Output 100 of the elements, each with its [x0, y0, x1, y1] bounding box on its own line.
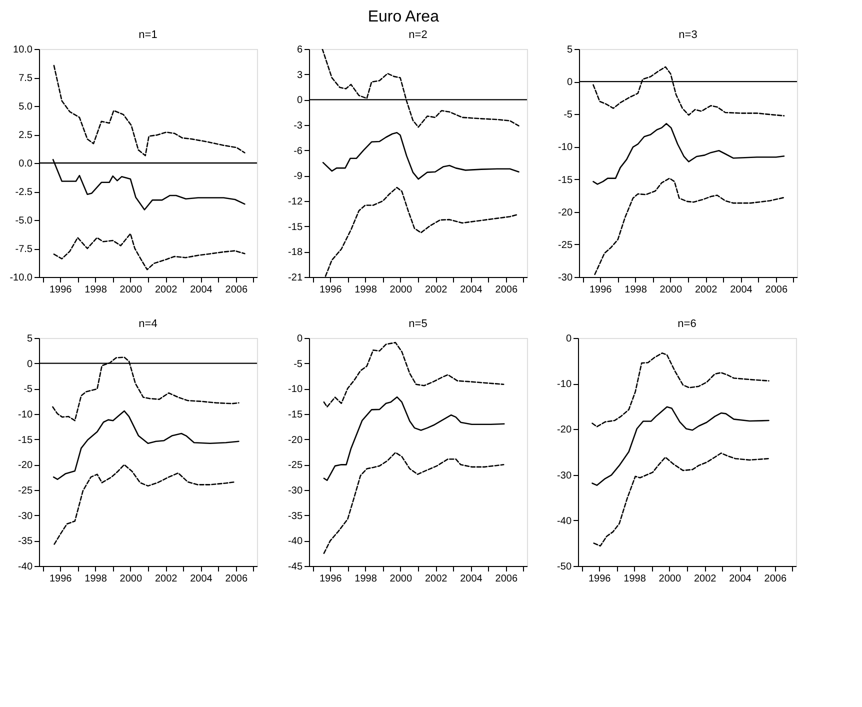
x-tick-label: 1998 — [354, 574, 378, 584]
y-tick-label: -2.5 — [15, 187, 33, 198]
x-tick-label: 2002 — [154, 284, 178, 296]
y-tick-label: 0 — [26, 358, 33, 370]
y-tick-label: -9 — [294, 171, 303, 182]
chart-title: n=1 — [138, 29, 158, 41]
y-tick-label: -45 — [288, 562, 303, 572]
line-series — [53, 233, 246, 270]
x-tick-label: 2004 — [730, 284, 753, 296]
y-tick-label: 5.0 — [18, 102, 33, 112]
y-tick-label: -30 — [18, 510, 33, 522]
y-tick-label: -20 — [18, 460, 33, 472]
y-tick-label: -21 — [288, 272, 303, 284]
y-tick-label: -18 — [288, 247, 303, 258]
line-series — [592, 352, 770, 428]
y-tick-label: -15 — [558, 174, 573, 186]
line-series — [323, 342, 504, 408]
x-tick-label: 2000 — [390, 284, 412, 296]
y-tick-label: -20 — [557, 424, 572, 436]
y-tick-label: -20 — [558, 207, 573, 218]
line-series — [323, 396, 505, 482]
y-tick-label: -10 — [557, 379, 572, 390]
x-tick-label: 1996 — [319, 574, 342, 584]
y-tick-label: 2.5 — [18, 130, 33, 141]
y-tick-label: -40 — [557, 516, 572, 527]
y-tick-label: -5 — [294, 358, 303, 370]
y-tick-label: 5 — [26, 334, 33, 344]
y-tick-label: -15 — [18, 434, 33, 446]
y-tick-label: -10 — [288, 384, 303, 396]
y-tick-label: -30 — [557, 470, 572, 482]
chart-title: n=5 — [408, 318, 428, 330]
x-tick-label: 2004 — [460, 574, 483, 584]
x-tick-label: 2000 — [120, 574, 142, 584]
line-series — [52, 410, 240, 480]
y-tick-label: -3 — [294, 120, 303, 132]
y-tick-label: -25 — [18, 486, 33, 496]
x-tick-label: 2002 — [694, 574, 717, 584]
y-tick-label: -5 — [564, 110, 573, 121]
x-tick-label: 2006 — [764, 574, 787, 584]
y-tick-label: -5.0 — [15, 216, 33, 226]
x-tick-label: 1998 — [624, 284, 648, 296]
line-series — [323, 452, 504, 554]
y-tick-label: -50 — [557, 562, 572, 572]
chart-title: n=4 — [138, 318, 158, 330]
y-tick-label: -7.5 — [15, 244, 33, 255]
x-tick-label: 2004 — [460, 284, 483, 296]
y-tick-label: -40 — [18, 562, 33, 572]
y-tick-label: 6 — [296, 44, 303, 56]
y-tick-label: 0 — [296, 95, 303, 106]
x-tick-label: 2006 — [495, 574, 518, 584]
y-tick-label: -5 — [24, 384, 33, 396]
x-tick-label: 1998 — [84, 574, 108, 584]
x-tick-label: 2004 — [190, 574, 213, 584]
y-tick-label: -15 — [288, 222, 303, 233]
x-tick-label: 2000 — [120, 284, 142, 296]
y-tick-label: -35 — [18, 536, 33, 548]
y-tick-label: 3 — [296, 70, 303, 81]
line-series — [592, 406, 770, 486]
x-tick-label: 2002 — [424, 284, 448, 296]
y-tick-label: -25 — [288, 460, 303, 472]
line-series — [54, 464, 236, 545]
text: Euro Area — [368, 8, 440, 26]
x-tick-label: 2000 — [390, 574, 412, 584]
x-tick-label: 1996 — [319, 284, 342, 296]
line-series — [594, 178, 785, 276]
y-tick-label: 5 — [566, 44, 573, 56]
x-tick-label: 2004 — [729, 574, 752, 584]
x-tick-label: 2000 — [658, 574, 682, 584]
y-tick-label: -30 — [288, 486, 303, 496]
line-series — [322, 132, 520, 180]
x-tick-label: 2006 — [765, 284, 788, 296]
y-tick-label: 0 — [566, 334, 572, 344]
x-tick-label: 1998 — [84, 284, 108, 296]
y-tick-label: 0 — [296, 334, 303, 344]
chart-title: n=6 — [678, 318, 696, 330]
x-tick-label: 2002 — [424, 574, 448, 584]
y-tick-label: -10 — [18, 410, 33, 420]
chart-title: n=3 — [678, 29, 698, 41]
y-tick-label: -40 — [288, 536, 303, 548]
x-tick-label: 1996 — [588, 574, 612, 584]
y-tick-label: -20 — [288, 434, 303, 446]
y-tick-label: -10.0 — [10, 272, 33, 284]
x-tick-label: 2002 — [694, 284, 718, 296]
x-tick-label: 2000 — [660, 284, 682, 296]
y-tick-label: 7.5 — [18, 73, 33, 84]
y-tick-label: -35 — [288, 510, 303, 522]
x-tick-label: 1998 — [354, 284, 378, 296]
y-tick-label: -25 — [558, 240, 573, 251]
x-tick-label: 2004 — [190, 284, 213, 296]
line-series — [593, 452, 770, 547]
y-tick-label: 0.0 — [18, 158, 33, 170]
y-tick-label: -6 — [294, 146, 303, 157]
x-tick-label: 2006 — [225, 284, 248, 296]
y-tick-label: -12 — [288, 196, 303, 208]
x-tick-label: 2006 — [495, 284, 518, 296]
x-tick-label: 2006 — [225, 574, 248, 584]
y-tick-label: -15 — [288, 410, 303, 420]
y-tick-label: 0 — [566, 77, 573, 88]
y-tick-label: 10.0 — [13, 44, 33, 56]
line-series — [592, 122, 785, 185]
